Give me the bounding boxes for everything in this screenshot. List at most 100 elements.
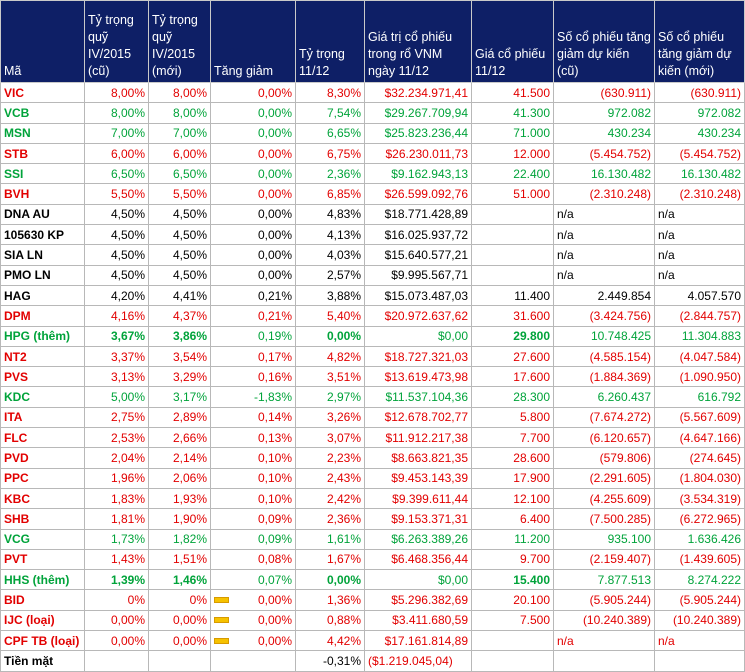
cell-text: $26.599.092,76 <box>384 187 468 202</box>
cell-text: 8,00% <box>172 105 207 120</box>
cell-gia-tri: $18.771.428,89 <box>364 203 472 226</box>
cell-text: 41.300 <box>513 105 550 120</box>
table-row: KBC 1,83% 1,93% 0,10% 2,42% $9.399.611,44 12.1… <box>0 487 745 510</box>
cell-gia-cp <box>471 630 554 652</box>
cell-text: 4,50% <box>110 227 145 242</box>
header-so-cp-moi: Số cổ phiếu tăng giảm dự kiến (mới) <box>654 0 745 83</box>
cell-ma: 105630 KP <box>0 224 85 246</box>
cell-ty-trong-11-12: 2,97% <box>295 386 365 408</box>
cell-ma: VIC <box>0 81 85 104</box>
cell-ma: BID <box>0 589 85 611</box>
cell-so-cp-moi: 11.304.883 <box>654 325 745 347</box>
cell-tang-giam: 0,13% <box>210 427 296 449</box>
header-gia-tri-co-phieu: Giá trị cổ phiếu trong rổ VNM ngày 11/12 <box>364 0 472 83</box>
cell-text: VIC <box>4 85 25 100</box>
cell-tang-giam: 0,00% <box>210 203 296 226</box>
cell-tang-giam: 0,17% <box>210 345 296 368</box>
cell-text: 1,96% <box>110 471 145 486</box>
cell-text: 7.700 <box>519 430 550 445</box>
cell-text: $6.468.356,44 <box>391 552 468 567</box>
cell-text: 616.792 <box>697 390 741 405</box>
cell-ma: ITA <box>0 406 85 429</box>
cell-text: (1.884.369) <box>589 369 651 384</box>
cell-text: 27.600 <box>513 349 550 364</box>
cell-so-cp-moi <box>654 650 745 672</box>
cell-so-cp-moi: n/a <box>654 244 745 266</box>
cell-text: 3,67% <box>110 329 145 344</box>
cell-text: 2,42% <box>326 491 361 506</box>
cell-ma: CPF TB (loại) <box>0 630 85 652</box>
cell-ty-trong-11-12: 2,36% <box>295 163 365 185</box>
cell-text: BVH <box>4 187 30 202</box>
cell-ty-trong-moi: 2,06% <box>148 467 211 489</box>
cell-text: 6,00% <box>110 146 145 161</box>
cell-ty-trong-11-12: 0,88% <box>295 609 365 632</box>
cell-text: 5,40% <box>326 308 361 323</box>
cell-text: 2,36% <box>326 166 361 181</box>
cell-ty-trong-11-12: 2,36% <box>295 508 365 530</box>
cell-text: 1,43% <box>110 552 145 567</box>
cell-tang-giam: 0,00% <box>210 122 296 144</box>
cell-gia-cp: 22.400 <box>471 163 554 185</box>
table-row: PMO LN 4,50% 4,50% 0,00% 2,57% $9.995.567,71 n… <box>0 264 745 286</box>
cell-text: 4,37% <box>172 308 207 323</box>
cell-text: 0,00% <box>257 268 292 283</box>
cell-text: 8.274.222 <box>687 572 741 587</box>
cell-ty-trong-cu <box>84 650 149 672</box>
cell-text: (5.905.244) <box>589 593 651 608</box>
cell-text: $5.296.382,69 <box>391 593 468 608</box>
cell-text: 6,85% <box>326 187 361 202</box>
cell-gia-tri: $6.263.389,26 <box>364 528 472 550</box>
header-gia-co-phieu: Giá cổ phiếu 11/12 <box>471 0 554 83</box>
cell-text: 4,83% <box>326 207 361 222</box>
cell-ty-trong-11-12: -0,31% <box>295 650 365 672</box>
cell-tang-giam: 0,00% <box>210 609 296 632</box>
cell-tang-giam: 0,21% <box>210 284 296 307</box>
cell-text: $8.663.821,35 <box>391 450 468 465</box>
cell-text: n/a <box>557 227 574 242</box>
cell-so-cp-cu: (5.454.752) <box>553 142 655 165</box>
cell-gia-cp: 20.100 <box>471 589 554 611</box>
cell-so-cp-moi: (6.272.965) <box>654 508 745 530</box>
cell-text: 0,09% <box>257 511 292 526</box>
cell-text: BID <box>4 593 25 608</box>
cell-tang-giam: 0,07% <box>210 569 296 591</box>
cell-text: HAG <box>4 288 31 303</box>
bar-indicator-icon <box>214 597 229 604</box>
cell-so-cp-moi: (4.047.584) <box>654 345 745 368</box>
cell-text: 0,00% <box>257 187 292 202</box>
cell-text: 0,00% <box>257 126 292 141</box>
cell-ty-trong-cu: 1,43% <box>84 548 149 571</box>
cell-so-cp-cu: n/a <box>553 264 655 286</box>
cell-text: 0,00% <box>257 166 292 181</box>
cell-so-cp-cu: 935.100 <box>553 528 655 550</box>
cell-ty-trong-cu: 1,81% <box>84 508 149 530</box>
cell-text: 0,10% <box>257 471 292 486</box>
cell-gia-cp <box>471 650 554 672</box>
cell-text: 0,13% <box>257 430 292 445</box>
cell-so-cp-moi: (5.454.752) <box>654 142 745 165</box>
cell-ty-trong-11-12: 2,23% <box>295 447 365 469</box>
cell-tang-giam: 0,10% <box>210 447 296 469</box>
cell-ty-trong-moi: 0% <box>148 589 211 611</box>
cell-ty-trong-moi: 2,66% <box>148 427 211 449</box>
cell-ma: SHB <box>0 508 85 530</box>
cell-text: (10.240.389) <box>672 613 741 628</box>
cell-gia-cp: 71.000 <box>471 122 554 144</box>
cell-gia-cp: 31.600 <box>471 305 554 327</box>
cell-gia-tri: $9.162.943,13 <box>364 163 472 185</box>
cell-text: $9.162.943,13 <box>391 166 468 181</box>
cell-text: 17.600 <box>513 369 550 384</box>
cell-ty-trong-cu: 3,37% <box>84 345 149 368</box>
cell-text: 4,13% <box>326 227 361 242</box>
cell-text: 7,00% <box>110 126 145 141</box>
cell-tang-giam: 0,14% <box>210 406 296 429</box>
cell-text: IJC (loại) <box>4 613 55 628</box>
cell-gia-cp: 17.900 <box>471 467 554 489</box>
cell-ty-trong-moi: 5,50% <box>148 183 211 205</box>
cell-text: $17.161.814,89 <box>384 633 468 648</box>
cell-ty-trong-moi: 1,90% <box>148 508 211 530</box>
cell-text: 1,36% <box>326 593 361 608</box>
table-row: Tiền mặt -0,31% ($1.219.045,04) <box>0 650 745 672</box>
